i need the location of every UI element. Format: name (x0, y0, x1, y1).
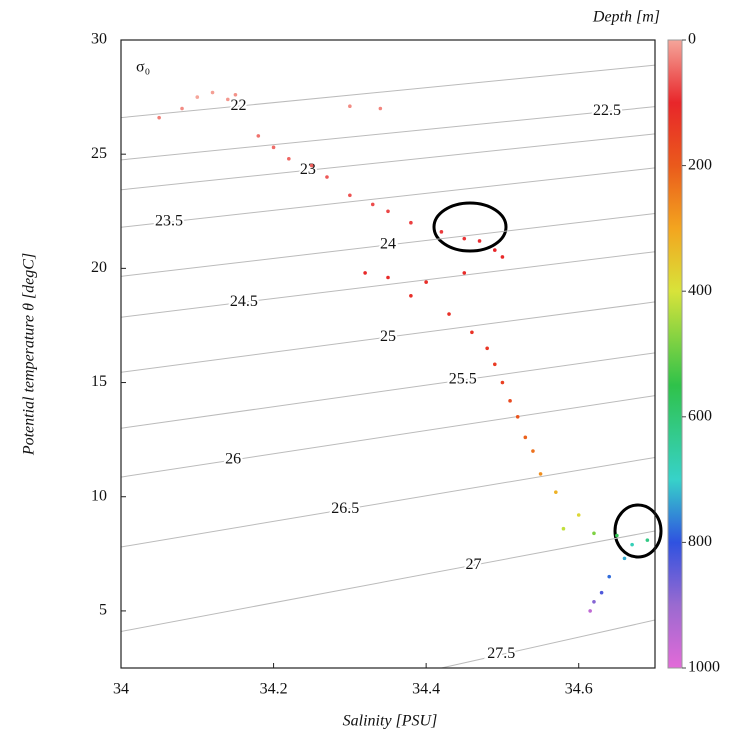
y-axis-label: Potential temperature θ [degC] (21, 253, 38, 456)
point (576, 513, 581, 517)
point (622, 556, 627, 561)
point (515, 415, 520, 419)
isopycnal (121, 64, 655, 119)
point (424, 280, 428, 284)
point (531, 449, 535, 453)
point (554, 490, 558, 494)
point (386, 209, 390, 214)
colorbar-tick-label: 1000 (688, 659, 720, 676)
point (287, 156, 291, 161)
isopycnal (121, 456, 655, 548)
isopycnal (121, 167, 655, 228)
y-tick-label: 25 (91, 145, 107, 162)
point (645, 538, 650, 542)
point (210, 90, 215, 95)
point (630, 542, 634, 547)
point (462, 236, 467, 241)
point (477, 239, 482, 243)
point (500, 380, 505, 385)
point (599, 590, 604, 595)
colorbar-tick-label: 800 (688, 533, 712, 550)
point (157, 115, 161, 120)
isopycnal-label: 27 (465, 556, 481, 573)
y-tick-label: 10 (91, 487, 107, 504)
isopycnal-label: 24 (380, 236, 396, 253)
point (233, 93, 238, 97)
point (538, 472, 543, 476)
point (493, 248, 497, 252)
isopycnal (441, 619, 655, 668)
isopycnal-label: 26.5 (331, 500, 359, 517)
isopycnal (121, 395, 655, 478)
colorbar-label: Depth [m] (592, 9, 660, 26)
isopycnal-label: 26 (225, 451, 241, 468)
x-tick-label: 34.4 (412, 681, 440, 698)
x-tick-label: 34.2 (260, 681, 288, 698)
point (508, 399, 512, 403)
point (615, 533, 619, 538)
point (226, 97, 230, 102)
isopycnal-label: 22 (230, 97, 246, 114)
isopycnal-label: 24.5 (230, 293, 258, 310)
point (561, 526, 566, 531)
colorbar-tick-label: 200 (688, 156, 712, 173)
isopycnal-label: 23.5 (155, 213, 183, 230)
point (370, 202, 375, 207)
isopycnal (121, 213, 655, 277)
x-tick-label: 34.6 (565, 681, 593, 698)
highlight-circle (432, 201, 508, 253)
y-tick-label: 30 (91, 31, 107, 48)
point (607, 574, 612, 579)
isopycnal (121, 133, 655, 191)
point (180, 106, 184, 111)
point (588, 609, 592, 613)
point (348, 193, 352, 198)
x-axis-label: Salinity [PSU] (343, 713, 438, 730)
point (485, 346, 489, 351)
x-tick-label: 34 (113, 681, 129, 698)
point (409, 293, 413, 298)
point (325, 175, 329, 179)
y-tick-label: 5 (99, 602, 107, 619)
isopycnal (121, 301, 655, 373)
isopycnal-label: 22.5 (593, 102, 621, 119)
point (386, 275, 390, 280)
isopycnal-label: 23 (300, 161, 316, 178)
isopycnal-label: 25 (380, 328, 396, 345)
plot-frame (120, 39, 656, 669)
colorbar-tick-label: 400 (688, 282, 712, 299)
point (592, 599, 596, 604)
point (409, 220, 413, 225)
point (462, 271, 467, 275)
isopycnal (121, 251, 655, 318)
isopycnal (121, 106, 655, 161)
point (363, 271, 367, 275)
point (500, 255, 505, 259)
point (493, 362, 497, 367)
colorbar-tick-label: 600 (688, 407, 712, 424)
colorbar-tick-label: 0 (688, 31, 696, 48)
colorbar (667, 39, 683, 669)
point (348, 104, 352, 109)
isopycnal (121, 352, 655, 429)
point (439, 230, 444, 234)
y-tick-label: 15 (91, 373, 107, 390)
isopycnal-label: 25.5 (449, 371, 477, 388)
point (271, 145, 276, 150)
point (447, 312, 451, 316)
point (523, 435, 528, 440)
isopycnal (121, 530, 655, 632)
isopycnal-label: 27.5 (487, 645, 515, 662)
contour-title: σ₀ (136, 59, 150, 76)
y-tick-label: 20 (91, 259, 107, 276)
point (470, 330, 474, 335)
point (256, 134, 261, 138)
highlight-circle (613, 503, 663, 559)
point (592, 531, 596, 536)
point (378, 106, 383, 111)
point (309, 163, 314, 168)
point (195, 95, 200, 99)
